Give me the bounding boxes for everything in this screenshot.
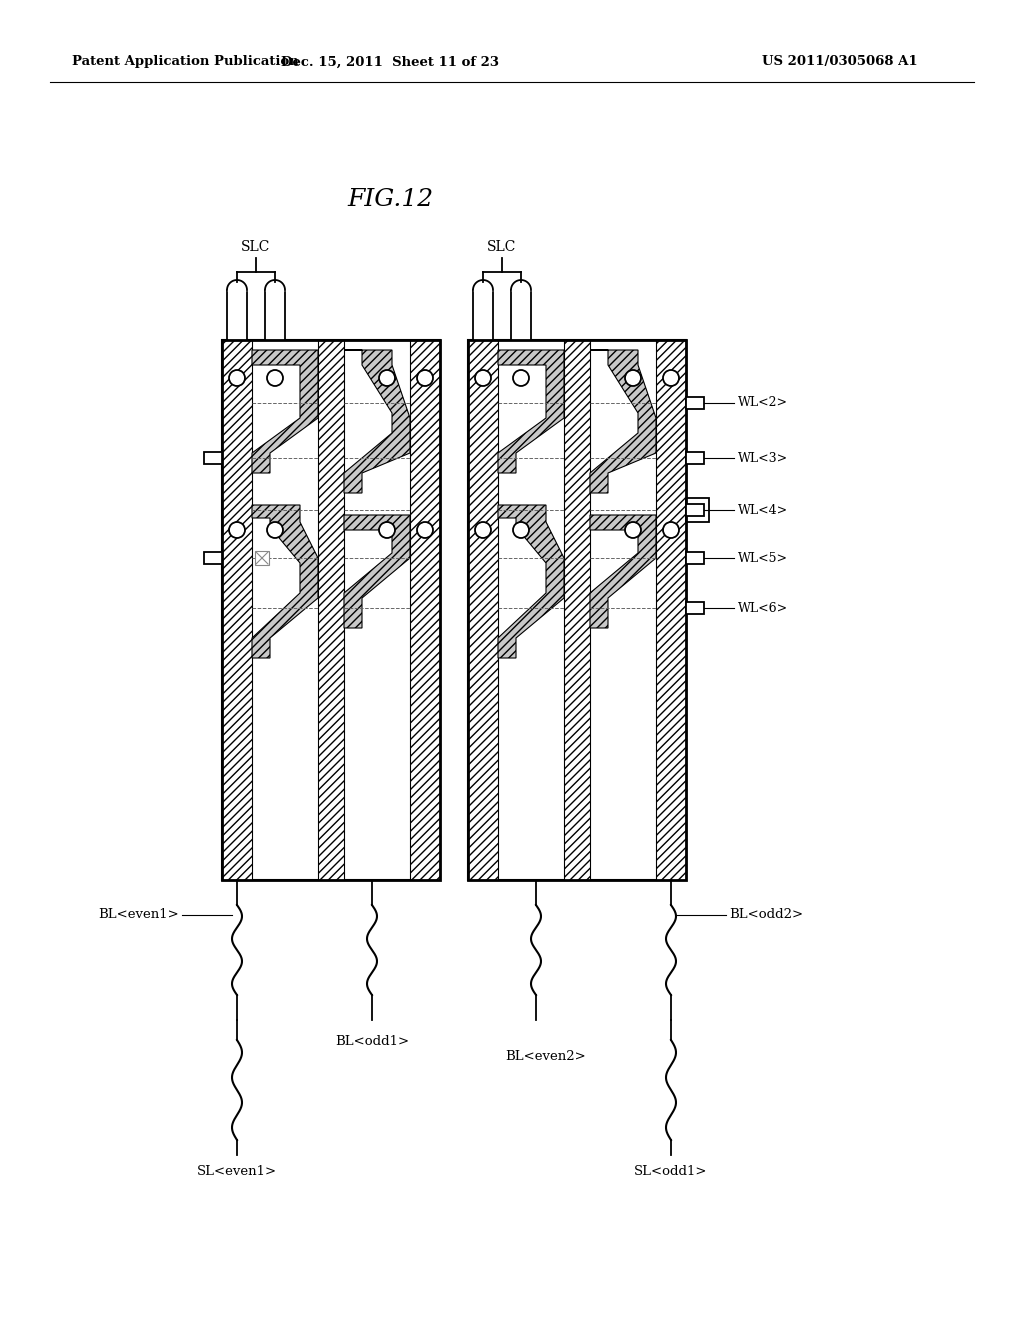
Bar [686,498,709,521]
Circle shape [513,370,529,385]
Circle shape [267,370,283,385]
Bar [468,341,686,880]
Text: SLC: SLC [487,240,517,253]
Polygon shape [344,515,410,628]
Bar [473,290,493,341]
Bar [686,504,705,516]
Text: BL<even1>: BL<even1> [98,908,179,921]
Bar [204,451,222,465]
Bar [222,341,440,880]
Polygon shape [590,515,656,628]
Polygon shape [344,350,410,492]
Polygon shape [498,506,564,657]
Bar [468,341,498,880]
Bar [686,397,705,409]
Polygon shape [498,350,564,473]
Circle shape [229,521,245,539]
Text: SLC: SLC [242,240,270,253]
Text: BL<even2>: BL<even2> [506,1049,587,1063]
Polygon shape [252,350,318,473]
Bar [686,552,705,564]
Bar [468,341,686,880]
Bar [222,341,440,880]
Text: SL<even1>: SL<even1> [197,1166,278,1177]
Bar [656,341,686,880]
Bar [410,341,440,880]
Circle shape [229,370,245,385]
Bar [255,550,269,565]
Text: WL<4>: WL<4> [738,503,788,516]
Text: FIG.12: FIG.12 [347,189,433,211]
Bar [318,341,344,880]
Circle shape [625,370,641,385]
Bar [265,290,285,341]
Circle shape [417,521,433,539]
Text: Patent Application Publication: Patent Application Publication [72,55,299,69]
Text: US 2011/0305068 A1: US 2011/0305068 A1 [762,55,918,69]
Circle shape [625,521,641,539]
Circle shape [417,370,433,385]
Bar [222,341,252,880]
Polygon shape [252,506,318,657]
Bar [686,451,705,465]
Polygon shape [590,350,656,492]
Circle shape [379,521,395,539]
Circle shape [379,370,395,385]
Bar [511,290,531,341]
Bar [686,602,705,614]
Circle shape [475,521,490,539]
Text: BL<odd1>: BL<odd1> [335,1035,409,1048]
Bar [204,552,222,564]
Circle shape [663,370,679,385]
Text: WL<6>: WL<6> [738,602,788,615]
Text: BL<odd2>: BL<odd2> [729,908,803,921]
Text: Dec. 15, 2011  Sheet 11 of 23: Dec. 15, 2011 Sheet 11 of 23 [281,55,499,69]
Text: WL<5>: WL<5> [738,552,788,565]
Text: WL<2>: WL<2> [738,396,788,409]
Circle shape [475,370,490,385]
Bar [564,341,590,880]
Bar [227,290,247,341]
Text: WL<3>: WL<3> [738,451,788,465]
Circle shape [513,521,529,539]
Circle shape [663,521,679,539]
Text: SL<odd1>: SL<odd1> [634,1166,708,1177]
Circle shape [267,521,283,539]
